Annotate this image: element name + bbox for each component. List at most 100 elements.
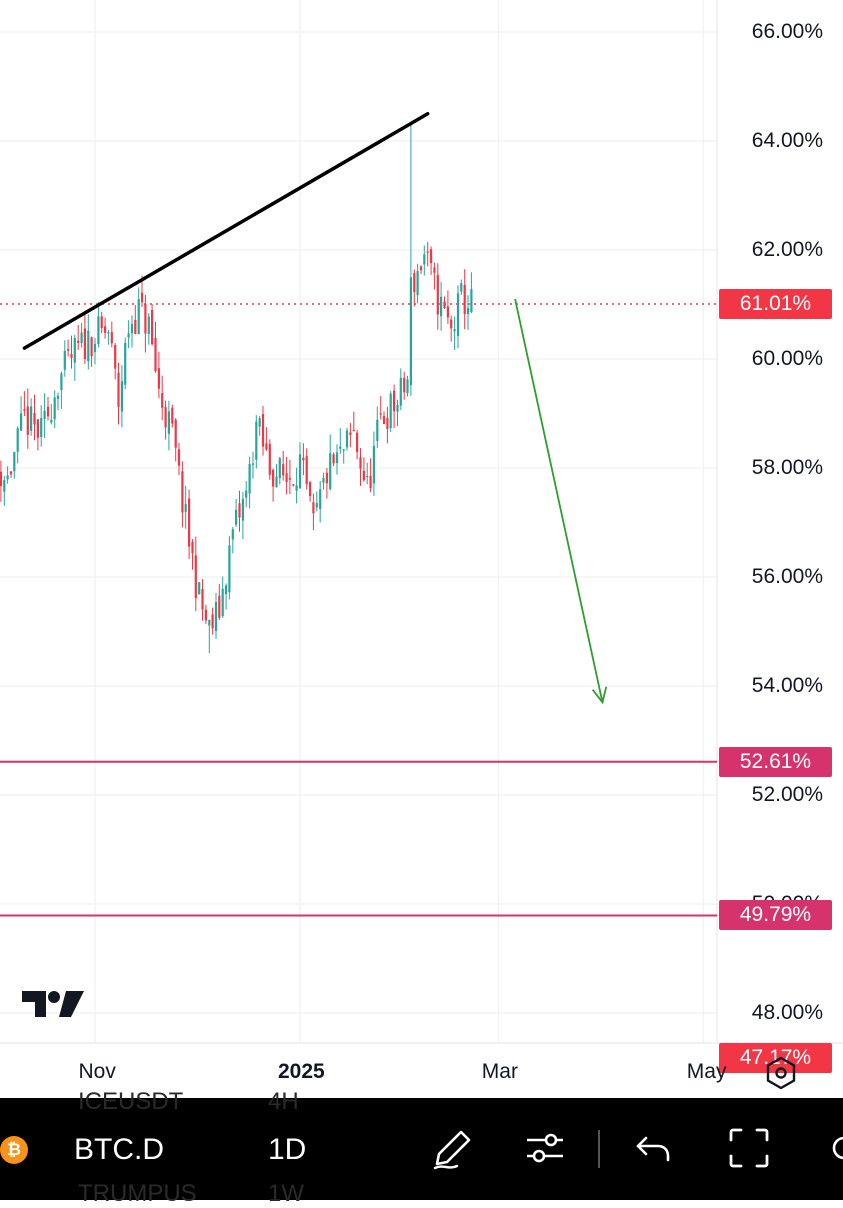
candle-body xyxy=(235,509,238,525)
candle-body xyxy=(245,490,248,498)
candle-body xyxy=(171,407,174,424)
price-badge: 61.01% xyxy=(719,288,832,319)
candle-body xyxy=(288,478,291,480)
candle-body xyxy=(406,379,409,394)
candle-body xyxy=(144,304,147,334)
candle-body xyxy=(63,351,66,370)
sliders-icon[interactable] xyxy=(523,1126,567,1170)
candle-body xyxy=(218,595,221,618)
candle-body xyxy=(104,326,107,333)
chart-area[interactable]: 66.00% 64.00% 62.00% 60.00% 58.00% 56.00% 54.0… xyxy=(0,0,843,1098)
candle-body xyxy=(161,393,164,408)
chart-svg[interactable] xyxy=(0,0,843,1098)
ghost-symbol-bottom: TRUMPUS xyxy=(78,1180,197,1207)
candle-body xyxy=(285,473,288,482)
bottom-toolbar xyxy=(0,1098,843,1200)
ghost-symbol-top: ICEUSDT xyxy=(78,1088,184,1115)
price-tick-label: 56.00% xyxy=(751,565,823,588)
candle-body xyxy=(325,472,328,484)
candle-body xyxy=(9,471,13,475)
projection-arrow-head xyxy=(591,686,608,705)
candle-body xyxy=(359,457,362,469)
candle-body xyxy=(265,443,268,450)
candle-body xyxy=(272,469,275,487)
candle-body xyxy=(322,478,325,483)
candle-body xyxy=(40,418,43,438)
price-tick-label: 66.00% xyxy=(751,20,823,43)
candle-body xyxy=(73,337,76,363)
candle-body xyxy=(342,449,345,451)
more-icon[interactable] xyxy=(822,1126,843,1170)
candle-body xyxy=(463,284,466,315)
candle-body xyxy=(100,316,103,329)
candle-body xyxy=(177,449,181,466)
candle-body xyxy=(332,454,335,464)
candle-body xyxy=(282,464,285,476)
candle-body xyxy=(33,412,36,425)
candle-body xyxy=(366,475,369,478)
pencil-icon[interactable] xyxy=(431,1126,475,1170)
candle-body xyxy=(198,582,201,595)
price-badge: 52.61% xyxy=(719,746,832,777)
candle-body xyxy=(430,249,433,264)
price-badge: 49.79% xyxy=(719,900,832,931)
candle-body xyxy=(77,340,80,343)
candle-body xyxy=(70,353,73,358)
price-tick-label: 48.00% xyxy=(751,1001,823,1024)
candle-body xyxy=(315,503,318,508)
candle-body xyxy=(0,471,3,487)
candle-body xyxy=(298,454,302,489)
undo-icon[interactable] xyxy=(632,1126,676,1170)
candle-body xyxy=(56,395,60,400)
candle-body xyxy=(456,293,460,336)
candle-body xyxy=(83,328,86,359)
candle-body xyxy=(127,333,130,338)
ghost-interval-top: 4H xyxy=(268,1088,299,1115)
candle-body xyxy=(134,319,137,334)
candle-body xyxy=(208,620,211,626)
symbol-button[interactable]: BTC.D xyxy=(74,1133,164,1166)
price-tick-label: 60.00% xyxy=(751,347,823,370)
candle-body xyxy=(426,251,429,253)
candle-body xyxy=(292,484,295,486)
candle-body xyxy=(147,316,150,334)
candle-body xyxy=(87,330,90,362)
candle-body xyxy=(241,498,244,521)
candle-body xyxy=(329,453,332,489)
candle-body xyxy=(312,502,315,514)
candle-body xyxy=(335,452,339,464)
candle-body xyxy=(295,485,298,491)
candle-body xyxy=(440,296,443,317)
candle-body xyxy=(352,430,355,432)
candle-body xyxy=(453,329,456,332)
candle-body xyxy=(416,270,419,296)
candle-body xyxy=(53,397,56,420)
fullscreen-icon[interactable] xyxy=(727,1126,771,1170)
candle-body xyxy=(278,458,281,479)
candles xyxy=(0,124,473,654)
candle-body xyxy=(214,602,218,631)
interval-button[interactable]: 1D xyxy=(268,1133,307,1166)
candle-body xyxy=(154,337,157,372)
time-tick-label: Mar xyxy=(481,1060,518,1083)
candle-body xyxy=(255,421,258,460)
hexagon-settings-icon[interactable] xyxy=(762,1054,800,1092)
candle-body xyxy=(36,419,39,438)
candle-body xyxy=(157,368,160,389)
candle-body xyxy=(413,272,416,293)
candle-body xyxy=(194,555,197,599)
candle-body xyxy=(93,343,97,353)
time-tick-label: Nov xyxy=(78,1060,116,1083)
candle-body xyxy=(117,372,120,407)
toolbar-divider xyxy=(598,1130,600,1168)
bitcoin-icon[interactable]: ₿ xyxy=(0,1136,28,1164)
time-tick-label: May xyxy=(686,1060,727,1083)
candle-body xyxy=(382,416,386,424)
candle-body xyxy=(349,432,352,435)
price-tick-label: 62.00% xyxy=(751,238,823,261)
candle-body xyxy=(386,418,389,429)
candle-body xyxy=(466,308,470,315)
candle-body xyxy=(167,411,170,434)
projection-arrow-line xyxy=(514,298,604,703)
candle-body xyxy=(443,301,446,308)
